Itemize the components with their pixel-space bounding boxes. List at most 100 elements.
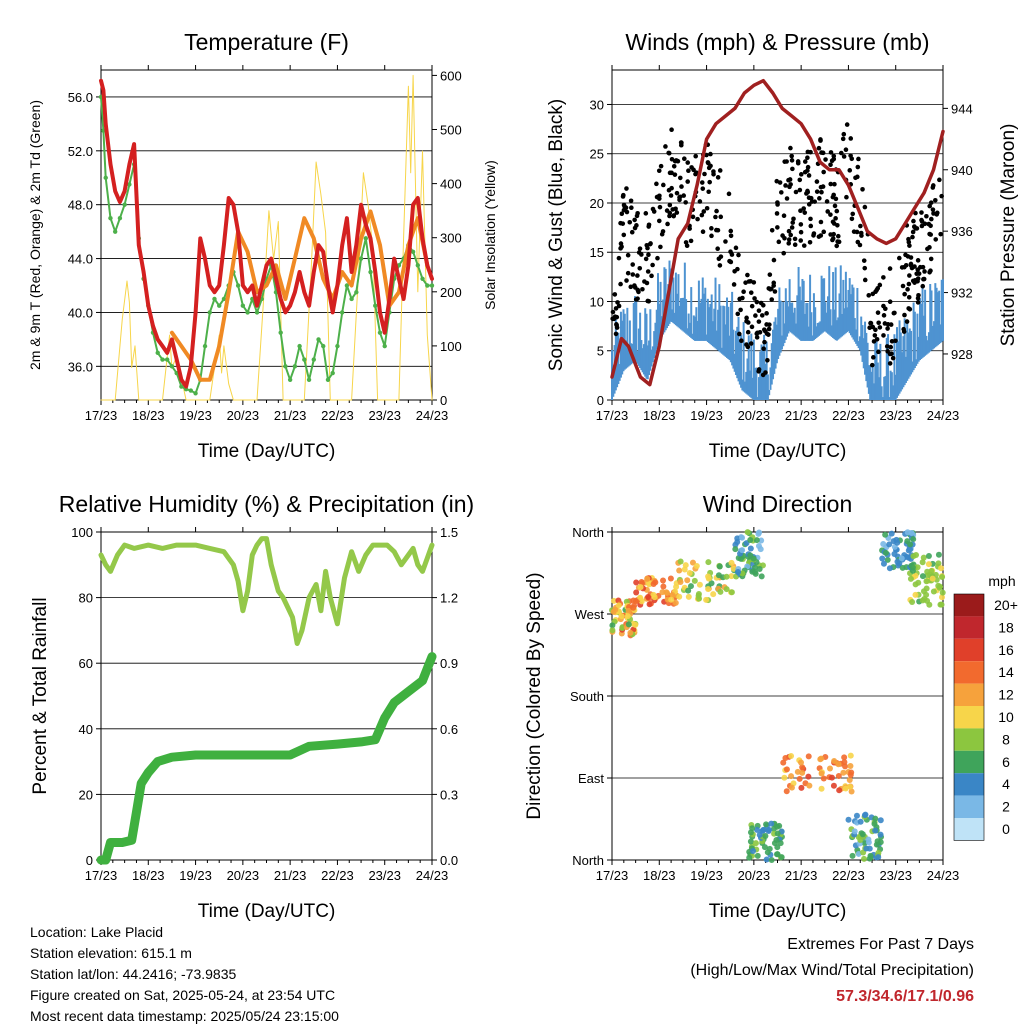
gust-point xyxy=(910,234,915,240)
gust-point xyxy=(714,227,719,233)
direction-point xyxy=(882,531,889,538)
gust-point xyxy=(654,181,659,187)
gust-point xyxy=(745,329,751,335)
gust-point xyxy=(907,273,912,278)
gust-point xyxy=(767,322,772,327)
direction-point xyxy=(716,563,723,570)
gust-point xyxy=(769,286,774,292)
gust-point xyxy=(678,142,684,148)
gust-point xyxy=(646,252,651,258)
dewpoint-line-point xyxy=(344,283,350,288)
direction-point xyxy=(836,787,843,794)
gust-point xyxy=(929,216,934,222)
direction-point xyxy=(677,578,684,585)
direction-point xyxy=(818,785,825,792)
gust-point xyxy=(672,158,678,164)
direction-point xyxy=(747,829,754,836)
y-tick-label: 52.0 xyxy=(68,144,93,159)
y-tick-label: 15 xyxy=(590,245,604,260)
gust-point xyxy=(775,202,780,207)
gust-point xyxy=(818,138,823,143)
dewpoint-line-point xyxy=(193,391,198,396)
gust-point xyxy=(850,211,856,217)
gust-point xyxy=(671,164,677,169)
gust-point xyxy=(651,209,657,214)
x-tick-label: 21/23 xyxy=(785,868,818,883)
colorbar-swatch xyxy=(954,683,984,706)
direction-point xyxy=(755,530,762,537)
y-tick-label: 10 xyxy=(590,294,604,309)
gust-point xyxy=(795,159,801,164)
gust-point xyxy=(756,308,762,313)
gust-point xyxy=(802,210,808,215)
x-tick-label: 18/23 xyxy=(643,408,676,423)
gust-point xyxy=(749,324,755,330)
gust-point xyxy=(789,153,794,159)
dewpoint-line-point xyxy=(217,303,222,308)
gust-point xyxy=(754,335,760,340)
gust-point xyxy=(841,154,847,159)
gust-point xyxy=(817,196,822,201)
elevation-text: Station elevation: 615.1 m xyxy=(30,945,192,961)
gust-point xyxy=(811,233,816,238)
gust-point xyxy=(665,221,670,227)
y-tick-label: 100 xyxy=(71,525,93,540)
gust-point xyxy=(919,217,924,223)
direction-point xyxy=(625,621,632,628)
gust-point xyxy=(844,194,849,200)
y-axis-label: Direction (Colored By Speed) xyxy=(524,572,545,819)
direction-point xyxy=(796,775,803,782)
x-tick-label: 17/23 xyxy=(596,868,629,883)
gust-point xyxy=(922,269,927,274)
direction-point xyxy=(710,591,717,598)
gust-point xyxy=(906,294,912,300)
dewpoint-line-point xyxy=(207,310,212,315)
x-axis-label: Time (Day/UTC) xyxy=(198,901,336,922)
gust-point xyxy=(798,222,804,227)
colorbar-label: 14 xyxy=(998,664,1014,680)
y-tick-label: West xyxy=(575,607,605,622)
direction-point xyxy=(888,530,895,537)
dewpoint-line-point xyxy=(358,256,364,261)
dewpoint-line-point xyxy=(311,357,316,362)
direction-point xyxy=(930,588,937,595)
dewpoint-line-point xyxy=(202,343,208,349)
gust-point xyxy=(761,327,767,332)
y-tick-label: 30 xyxy=(590,97,604,112)
direction-point xyxy=(685,587,692,594)
x-tick-label: 22/23 xyxy=(832,408,865,423)
gust-point xyxy=(728,233,734,239)
direction-point xyxy=(857,836,864,843)
gust-point xyxy=(745,272,750,278)
direction-point xyxy=(910,536,917,543)
direction-point xyxy=(935,551,942,558)
gust-point xyxy=(762,339,767,345)
plot-border xyxy=(100,531,433,861)
direction-point xyxy=(923,585,930,592)
gust-point xyxy=(908,261,914,267)
gust-point xyxy=(828,150,834,155)
direction-point xyxy=(689,559,696,566)
gust-point xyxy=(806,173,812,178)
direction-point xyxy=(781,774,788,781)
y2-tick-label: 932 xyxy=(951,286,973,301)
gust-point xyxy=(659,231,665,237)
direction-point xyxy=(872,827,879,834)
gust-point xyxy=(709,226,714,231)
gust-point xyxy=(869,362,875,368)
gust-point xyxy=(938,231,943,237)
gust-point xyxy=(838,150,844,156)
direction-point xyxy=(806,782,813,789)
direction-point xyxy=(818,755,825,762)
direction-point xyxy=(780,759,787,766)
gust-point xyxy=(783,183,788,188)
direction-point xyxy=(848,788,855,795)
colorbar-swatch xyxy=(954,638,984,662)
direction-point xyxy=(624,613,631,620)
gust-point xyxy=(848,136,854,141)
direction-point xyxy=(877,817,884,824)
gust-point xyxy=(637,265,643,271)
dewpoint-line-point xyxy=(316,337,321,342)
x-tick-label: 22/23 xyxy=(321,868,354,883)
direction-point xyxy=(909,567,916,574)
